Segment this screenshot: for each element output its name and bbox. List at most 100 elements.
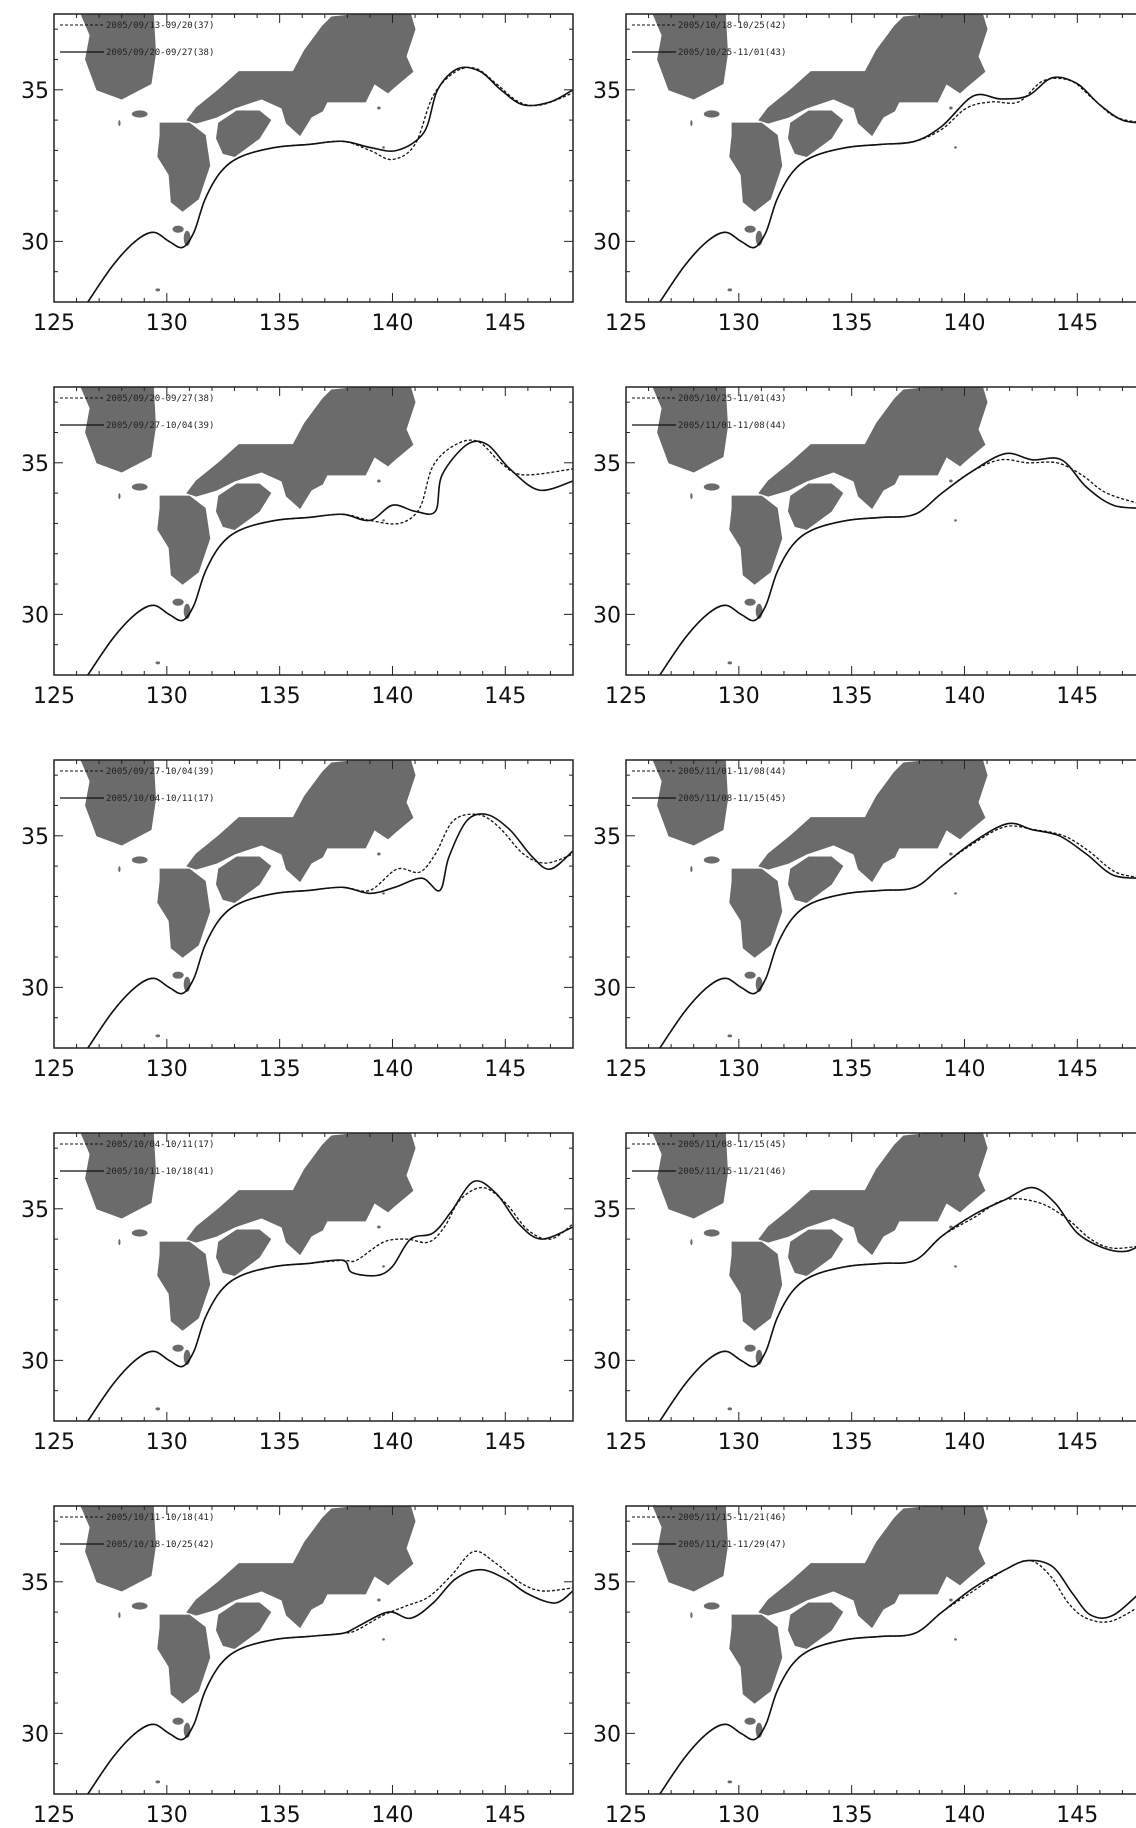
path-solid <box>659 1186 1136 1421</box>
land-island <box>690 1239 693 1246</box>
land-island <box>954 146 957 149</box>
y-tick-label: 35 <box>21 1571 49 1596</box>
land-island <box>954 1265 957 1268</box>
land-island <box>744 1717 756 1725</box>
land-island <box>735 902 743 909</box>
legend-label-solid: 2005/11/08-11/15(45) <box>678 794 786 804</box>
map-panel-10: 2005/11/15-11/21(46) 2005/11/21-11/29(47)… <box>593 1505 1136 1828</box>
x-tick-label: 130 <box>718 684 760 709</box>
y-tick-label: 35 <box>21 1198 49 1223</box>
map-panel-3: 2005/09/20-09/27(38) 2005/09/27-10/04(39)… <box>21 386 574 709</box>
y-tick-label: 35 <box>593 1198 621 1223</box>
panel-frame <box>53 386 574 676</box>
path-solid <box>87 440 573 675</box>
land-korea <box>80 14 157 100</box>
land-island <box>131 856 148 864</box>
land-island <box>189 564 194 568</box>
y-tick-label: 30 <box>21 1722 49 1747</box>
x-tick-label: 140 <box>944 684 986 709</box>
x-tick-label: 145 <box>484 684 526 709</box>
legend: 2005/11/01-11/08(44) 2005/11/08-11/15(45) <box>632 767 786 804</box>
land-island <box>690 866 693 873</box>
x-tick-label: 140 <box>372 1057 414 1082</box>
land-island <box>703 1229 720 1237</box>
land-korea <box>80 1506 157 1592</box>
land-island <box>172 598 184 606</box>
land-island <box>172 971 184 979</box>
land-korea <box>80 387 157 473</box>
x-tick-label: 145 <box>484 1430 526 1455</box>
map-panel-7: 2005/10/04-10/11(17) 2005/10/11-10/18(41)… <box>21 1132 574 1455</box>
path-solid <box>87 813 573 1048</box>
x-tick-label: 130 <box>718 1057 760 1082</box>
y-tick-label: 35 <box>593 1571 621 1596</box>
y-tick-label: 35 <box>593 79 621 104</box>
land-honshu <box>758 14 988 137</box>
map-panel-4: 2005/10/25-11/01(43) 2005/11/01-11/08(44)… <box>593 386 1136 709</box>
x-tick-label: 135 <box>259 311 301 336</box>
land-island <box>727 1407 733 1411</box>
land-island <box>949 479 953 483</box>
land-island <box>163 529 171 536</box>
x-tick-label: 135 <box>259 1803 301 1828</box>
land-kyushu <box>157 1614 211 1704</box>
x-tick-label: 145 <box>484 1803 526 1828</box>
map-panel-6: 2005/11/01-11/08(44) 2005/11/08-11/15(45)… <box>593 759 1136 1082</box>
x-tick-label: 145 <box>1056 1803 1098 1828</box>
legend-label-solid: 2005/11/15-11/21(46) <box>678 1167 786 1177</box>
x-tick-label: 130 <box>146 684 188 709</box>
legend: 2005/10/18-10/25(42) 2005/10/25-11/01(43) <box>632 21 786 58</box>
land-island <box>949 106 953 110</box>
legend: 2005/10/04-10/11(17) 2005/10/11-10/18(41) <box>60 1140 214 1177</box>
x-tick-label: 135 <box>831 684 873 709</box>
legend: 2005/10/25-11/01(43) 2005/11/01-11/08(44) <box>632 394 786 431</box>
legend: 2005/09/20-09/27(38) 2005/09/27-10/04(39) <box>60 394 214 431</box>
panel-frame <box>53 13 574 303</box>
land-shikoku <box>215 483 272 531</box>
land-island <box>131 1602 148 1610</box>
x-tick-label: 125 <box>605 684 647 709</box>
land-island <box>155 1780 161 1784</box>
legend-label-solid: 2005/11/21-11/29(47) <box>678 1540 786 1550</box>
land-island <box>377 852 381 856</box>
legend: 2005/11/08-11/15(45) 2005/11/15-11/21(46) <box>632 1140 786 1177</box>
land-island <box>949 1598 953 1602</box>
map-panel-8: 2005/11/08-11/15(45) 2005/11/15-11/21(46)… <box>593 1132 1136 1455</box>
axis-ticks <box>625 760 1123 1049</box>
axis-ticks <box>53 1506 574 1795</box>
x-tick-label: 130 <box>146 1430 188 1455</box>
land-korea <box>652 14 729 100</box>
axis-ticks <box>625 1133 1123 1422</box>
land-honshu <box>186 14 416 137</box>
land-island <box>744 1344 756 1352</box>
map-panel-5: 2005/09/27-10/04(39) 2005/10/04-10/11(17)… <box>21 759 574 1082</box>
land-island <box>727 661 733 665</box>
x-tick-label: 125 <box>605 1430 647 1455</box>
land-honshu <box>758 1506 988 1629</box>
land-kyushu <box>157 122 211 212</box>
panel-frame <box>625 386 1136 676</box>
land-shikoku <box>215 110 272 158</box>
land-island <box>118 1239 121 1246</box>
x-tick-label: 130 <box>146 1057 188 1082</box>
x-tick-label: 135 <box>259 684 301 709</box>
x-tick-label: 140 <box>944 1803 986 1828</box>
land-kyushu <box>729 122 783 212</box>
land-honshu <box>758 387 988 510</box>
y-tick-label: 35 <box>21 452 49 477</box>
x-tick-label: 125 <box>605 1057 647 1082</box>
axis-ticks <box>625 14 1123 303</box>
axis-ticks <box>53 14 574 303</box>
x-tick-label: 145 <box>1056 1057 1098 1082</box>
x-tick-label: 140 <box>944 1430 986 1455</box>
land-island <box>172 1344 184 1352</box>
path-solid <box>659 822 1136 1048</box>
path-solid <box>659 76 1136 302</box>
land-korea <box>80 1133 157 1219</box>
panel-frame <box>53 1132 574 1422</box>
x-tick-label: 130 <box>146 1803 188 1828</box>
y-tick-label: 35 <box>593 452 621 477</box>
x-tick-label: 135 <box>831 1057 873 1082</box>
map-panel-1: 2005/09/13-09/20(37) 2005/09/20-09/27(38)… <box>21 13 574 336</box>
x-tick-label: 135 <box>259 1430 301 1455</box>
